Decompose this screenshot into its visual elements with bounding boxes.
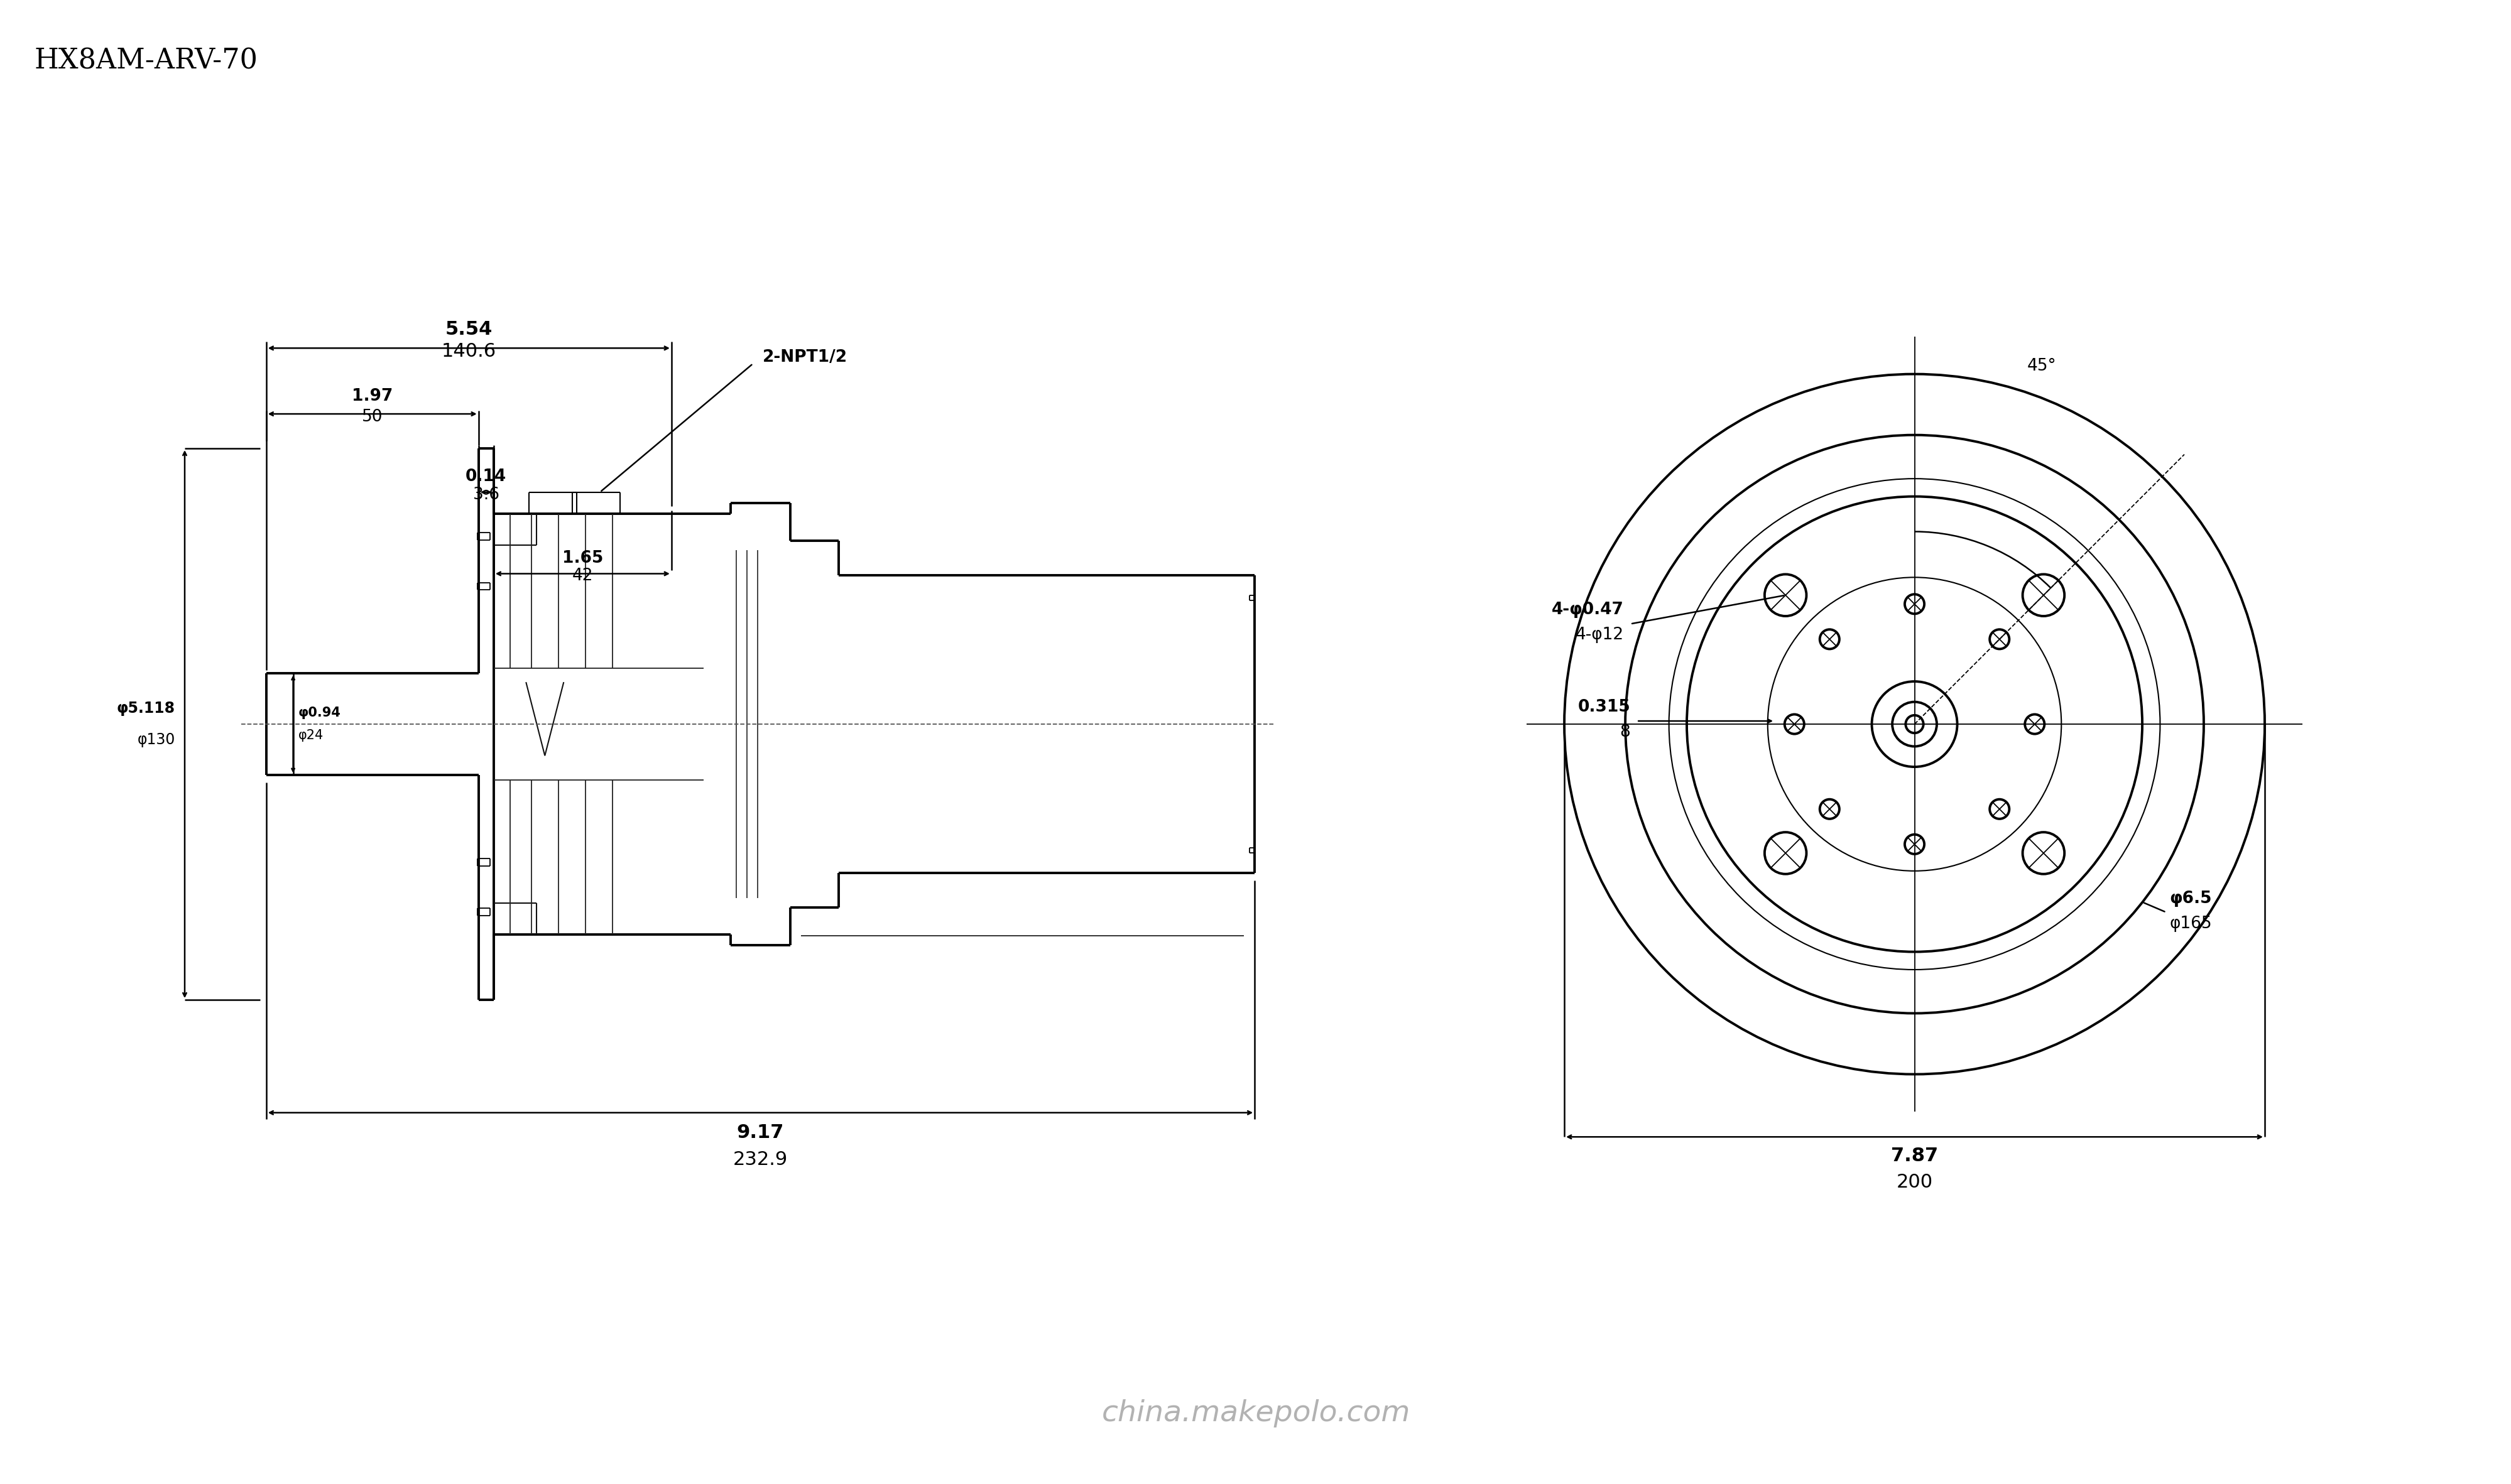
Text: 5.54: 5.54 (444, 321, 492, 338)
Text: 42: 42 (573, 568, 593, 585)
Text: φ6.5: φ6.5 (2170, 890, 2212, 907)
Text: φ5.118: φ5.118 (118, 700, 176, 715)
Text: 1.97: 1.97 (352, 389, 392, 405)
Text: 200: 200 (1896, 1172, 1933, 1192)
Text: 2-NPT1/2: 2-NPT1/2 (763, 349, 846, 365)
Text: 232.9: 232.9 (733, 1150, 788, 1169)
Text: 0.315: 0.315 (1577, 699, 1630, 715)
Text: china.makepolo.com: china.makepolo.com (1102, 1399, 1411, 1428)
Text: 3.6: 3.6 (472, 487, 500, 503)
Text: 9.17: 9.17 (736, 1123, 783, 1141)
Text: φ130: φ130 (138, 732, 176, 748)
Text: 50: 50 (362, 410, 382, 426)
Text: HX8AM-ARV-70: HX8AM-ARV-70 (35, 47, 259, 74)
Text: φ24: φ24 (299, 729, 324, 742)
Text: 4-φ12: 4-φ12 (1574, 628, 1625, 644)
Text: 0.14: 0.14 (465, 469, 507, 485)
Text: 4-φ0.47: 4-φ0.47 (1552, 603, 1625, 619)
Text: 8: 8 (1620, 724, 1630, 741)
Text: 140.6: 140.6 (442, 343, 497, 361)
Text: φ0.94: φ0.94 (299, 706, 341, 720)
Text: 7.87: 7.87 (1891, 1147, 1938, 1165)
Text: φ165: φ165 (2170, 916, 2212, 932)
Text: 45°: 45° (2026, 358, 2057, 374)
Text: 1.65: 1.65 (562, 551, 603, 567)
